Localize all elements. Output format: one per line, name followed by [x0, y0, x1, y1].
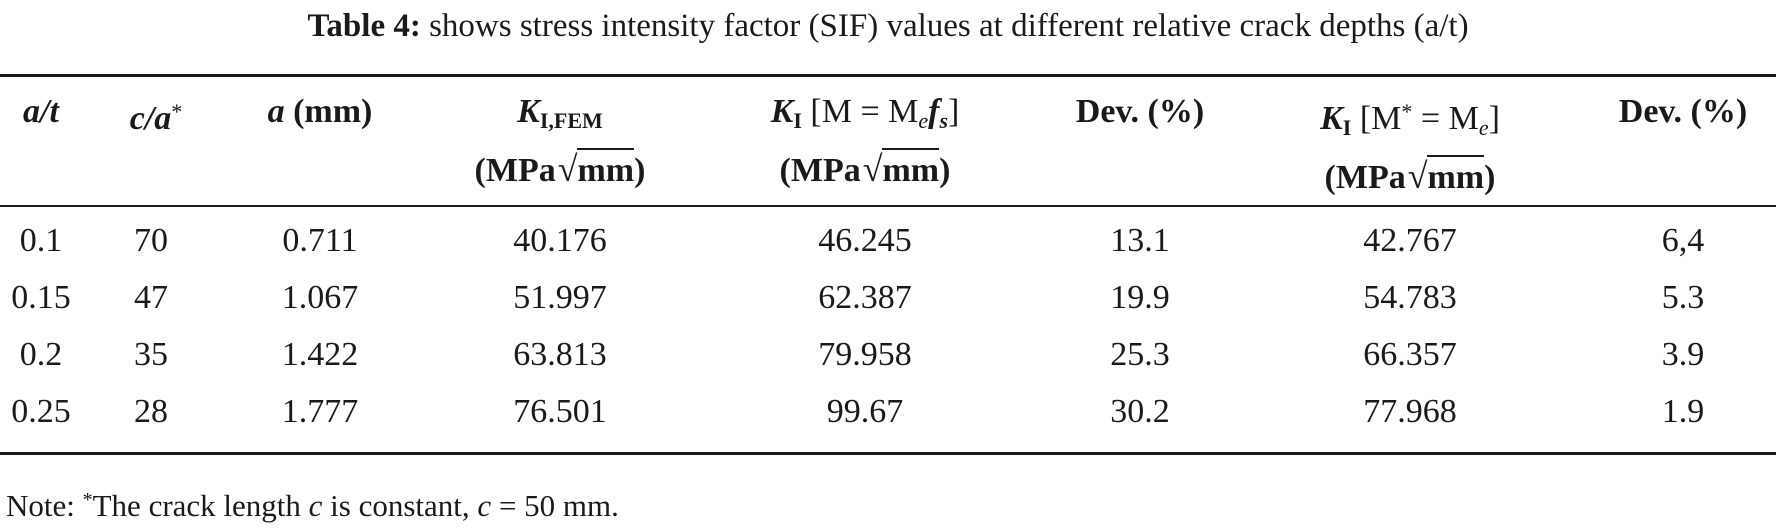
header-a-over-t: a/t: [23, 93, 59, 130]
cell-a-over-t: 0.2: [19, 336, 63, 373]
cell-ki-me-fs: 62.387: [818, 279, 912, 316]
cell-dev-2: 3.9: [1661, 336, 1705, 373]
header-dev-2: Dev. (%): [1618, 93, 1748, 130]
header-c-over-a: c/a*: [129, 99, 183, 137]
table-row: 0.15 47 1.067 51.997 62.387 19.9 54.783 …: [0, 269, 1776, 327]
cell-ki-fem: 76.501: [513, 393, 607, 430]
sqrt-symbol: √mm: [557, 148, 635, 189]
table-row: 0.1 70 0.711 40.176 46.245 13.1 42.767 6…: [0, 212, 1776, 270]
cell-ki-me-fs: 79.958: [818, 336, 912, 373]
table-row: 0.25 28 1.777 76.501 99.67 30.2 77.968 1…: [0, 383, 1776, 441]
cell-dev-1: 30.2: [1110, 393, 1170, 430]
caption-label: Table 4:: [307, 8, 421, 44]
cell-dev-2: 5.3: [1661, 279, 1705, 316]
cell-ki-fem: 63.813: [513, 336, 607, 373]
cell-ki-me-fs: 46.245: [818, 222, 912, 259]
cell-dev-2: 1.9: [1661, 393, 1705, 430]
cell-ki-fem: 40.176: [513, 222, 607, 259]
cell-ki-me-fs: 99.67: [826, 393, 904, 430]
header-dev-1: Dev. (%): [1075, 93, 1205, 130]
table-row: 0.2 35 1.422 63.813 79.958 25.3 66.357 3…: [0, 326, 1776, 384]
header-ki-fem: KI,FEM (MPa√mm): [420, 88, 700, 195]
cell-a-over-t: 0.1: [19, 222, 63, 259]
cell-a-mm: 1.422: [281, 336, 359, 373]
header-ki-mstar-me: KI [M* = Me] (MPa√mm): [1250, 88, 1570, 202]
table-caption: Table 4: shows stress intensity factor (…: [0, 6, 1776, 46]
cell-ki-mstar: 77.968: [1363, 393, 1457, 430]
cell-a-over-t: 0.15: [11, 279, 71, 316]
sqrt-symbol: √mm: [1407, 155, 1485, 196]
cell-ki-mstar: 42.767: [1363, 222, 1457, 259]
cell-ki-fem: 51.997: [513, 279, 607, 316]
caption-text: shows stress intensity factor (SIF) valu…: [429, 8, 1469, 44]
cell-ki-mstar: 66.357: [1363, 336, 1457, 373]
cell-a-over-t: 0.25: [11, 393, 71, 430]
header-rule: [0, 205, 1776, 207]
table-note: Note: *The crack length c is constant, c…: [6, 488, 619, 523]
cell-a-mm: 0.711: [282, 222, 358, 259]
cell-dev-1: 13.1: [1110, 222, 1170, 259]
cell-ki-mstar: 54.783: [1363, 279, 1457, 316]
sqrt-symbol: √mm: [862, 148, 940, 189]
cell-c-over-a: 35: [134, 336, 168, 373]
cell-c-over-a: 47: [134, 279, 168, 316]
header-ki-m-me-fs: KI [M = Mefs] (MPa√mm): [700, 88, 1030, 195]
bottom-rule: [0, 452, 1776, 455]
cell-dev-2: 6,4: [1661, 222, 1705, 259]
top-rule: [0, 74, 1776, 77]
cell-a-mm: 1.067: [281, 279, 359, 316]
cell-c-over-a: 70: [134, 222, 168, 259]
cell-a-mm: 1.777: [281, 393, 359, 430]
cell-dev-1: 19.9: [1110, 279, 1170, 316]
header-a-mm: a (mm): [267, 93, 373, 130]
cell-dev-1: 25.3: [1110, 336, 1170, 373]
cell-c-over-a: 28: [134, 393, 168, 430]
